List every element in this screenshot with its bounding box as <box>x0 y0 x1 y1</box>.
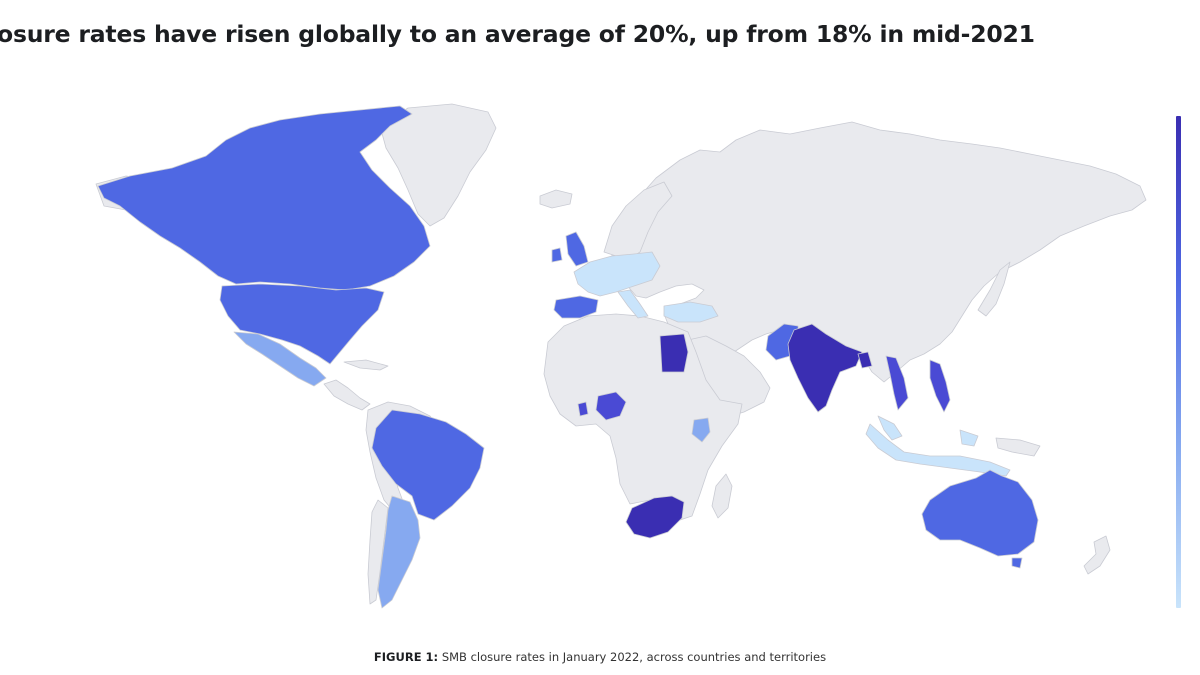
scale-high-regions <box>577 355 951 421</box>
region-malaysia <box>877 415 903 441</box>
region-india <box>787 323 863 413</box>
region-kenya <box>691 417 711 443</box>
world-map-svg <box>95 103 1147 609</box>
region-africa <box>543 313 743 521</box>
region-iceland <box>539 189 573 209</box>
region-united-kingdom <box>565 231 589 267</box>
region-chile <box>367 499 389 605</box>
scale-max-regions <box>625 323 873 539</box>
region-united-states <box>219 283 385 365</box>
region-cuba <box>343 359 389 371</box>
region-indonesia-east <box>959 429 979 447</box>
region-tasmania <box>1011 557 1023 569</box>
region-new-zealand <box>1083 535 1111 575</box>
region-brazil <box>371 409 485 521</box>
region-italy <box>617 289 649 319</box>
region-vietnam <box>885 355 909 411</box>
region-indonesia <box>865 423 1011 477</box>
region-spain <box>553 295 599 319</box>
region-nigeria <box>595 391 627 421</box>
region-greenland <box>379 103 497 227</box>
region-south-africa <box>625 495 685 539</box>
figure-caption-text: SMB closure rates in January 2022, acros… <box>441 650 827 664</box>
scale-mid-low-regions <box>233 331 711 609</box>
color-scale-legend <box>1176 116 1181 608</box>
world-map <box>0 92 1160 622</box>
region-eurasia <box>611 121 1147 383</box>
chart-headline: osure rates have risen globally to an av… <box>0 20 1035 48</box>
figure-caption: FIGURE 1: SMB closure rates in January 2… <box>0 650 1200 664</box>
region-western-europe <box>573 251 661 297</box>
region-egypt <box>659 333 689 373</box>
region-ghana <box>577 401 589 417</box>
scale-mid-regions <box>97 105 1039 569</box>
region-japan <box>977 261 1011 317</box>
region-canada <box>97 105 431 291</box>
region-turkey <box>663 301 719 323</box>
region-bangladesh <box>857 351 873 369</box>
scale-low-regions <box>573 251 1011 477</box>
region-new-guinea <box>995 437 1041 457</box>
region-australia <box>921 469 1039 557</box>
region-madagascar <box>711 473 733 519</box>
region-philippines <box>929 359 951 413</box>
region-mexico <box>233 331 327 387</box>
region-central-america <box>323 379 371 411</box>
region-argentina <box>377 495 421 609</box>
figure-label: FIGURE 1: <box>373 650 439 664</box>
region-ireland <box>551 247 563 263</box>
